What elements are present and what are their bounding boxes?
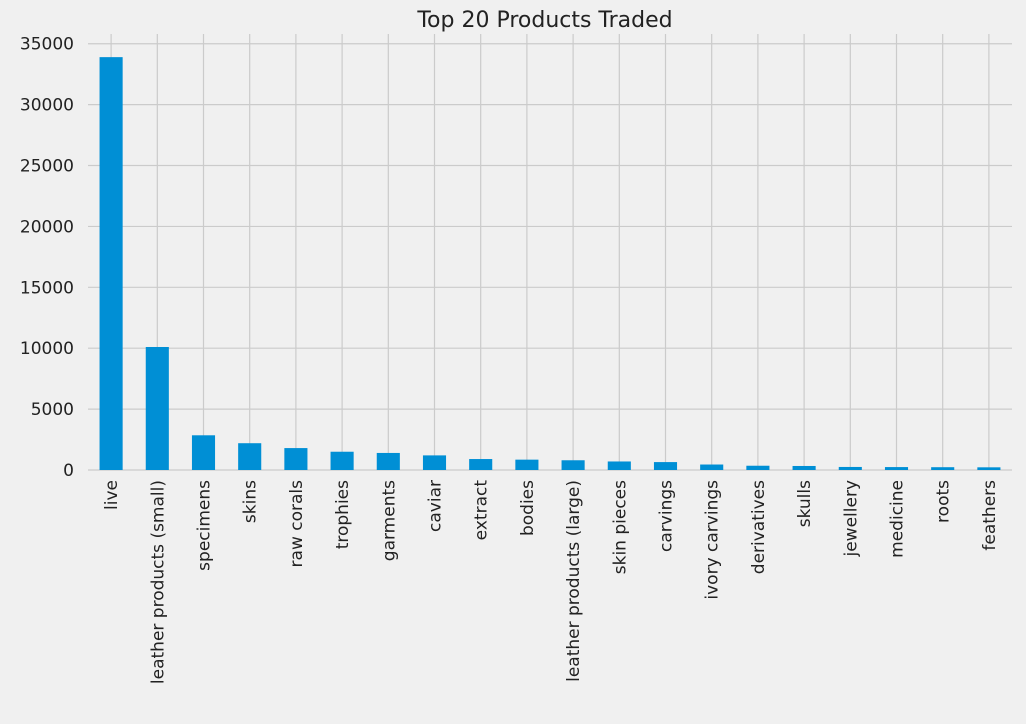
bar <box>884 467 909 470</box>
x-tick-label: derivatives <box>749 480 769 574</box>
x-tick-label: skins <box>241 480 261 523</box>
bar <box>469 459 493 470</box>
bar <box>238 443 262 470</box>
x-tick-label: caviar <box>426 480 446 532</box>
y-tick-label: 35000 <box>20 35 74 55</box>
x-tick-label: feathers <box>980 480 1000 551</box>
bar <box>607 461 631 470</box>
bar <box>977 467 1001 470</box>
y-tick-label: 10000 <box>20 339 74 359</box>
x-tick-label: medicine <box>888 480 908 558</box>
bar <box>931 467 955 470</box>
x-tick-label: leather products (small) <box>148 480 168 684</box>
x-tick-label: garments <box>379 480 399 561</box>
x-tick-label: raw corals <box>287 480 307 568</box>
chart-title: Top 20 Products Traded <box>416 8 672 33</box>
bar <box>284 448 308 470</box>
bar <box>145 346 169 470</box>
x-tick-labels: live leather products (small) specimens ski… <box>102 480 1000 684</box>
y-gridlines <box>88 43 1012 471</box>
bar <box>330 451 354 470</box>
y-tick-label: 20000 <box>20 217 74 237</box>
x-tick-label: bodies <box>518 480 538 536</box>
y-tick-labels: 0 5000 10000 15000 20000 25000 30000 35000 <box>20 35 74 481</box>
bar <box>422 455 447 470</box>
bar <box>99 57 123 471</box>
y-tick-label: 25000 <box>20 157 74 177</box>
x-tick-label: extract <box>472 480 492 541</box>
x-tick-label: skin pieces <box>610 480 630 574</box>
bar <box>515 459 539 470</box>
x-tick-label: ivory carvings <box>703 480 723 600</box>
x-tick-label: specimens <box>195 480 215 571</box>
x-tick-label: roots <box>934 480 954 523</box>
x-tick-label: jewellery <box>841 480 861 558</box>
bar <box>653 462 678 470</box>
bar <box>838 466 862 470</box>
x-tick-label: live <box>102 480 122 510</box>
bar <box>792 465 816 470</box>
y-tick-label: 5000 <box>31 400 74 420</box>
bar <box>561 460 585 470</box>
bar <box>700 464 724 470</box>
x-tick-label: leather products (large) <box>564 480 584 682</box>
y-tick-label: 30000 <box>20 96 74 116</box>
x-tick-label: carvings <box>657 480 677 552</box>
bar <box>191 435 216 470</box>
x-tick-label: trophies <box>333 480 353 549</box>
y-tick-label: 0 <box>63 461 74 481</box>
y-tick-label: 15000 <box>20 278 74 298</box>
bars <box>99 57 1001 471</box>
bar <box>746 465 770 470</box>
x-tick-label: skulls <box>795 480 815 527</box>
bar <box>376 452 400 470</box>
x-gridlines <box>110 34 990 470</box>
